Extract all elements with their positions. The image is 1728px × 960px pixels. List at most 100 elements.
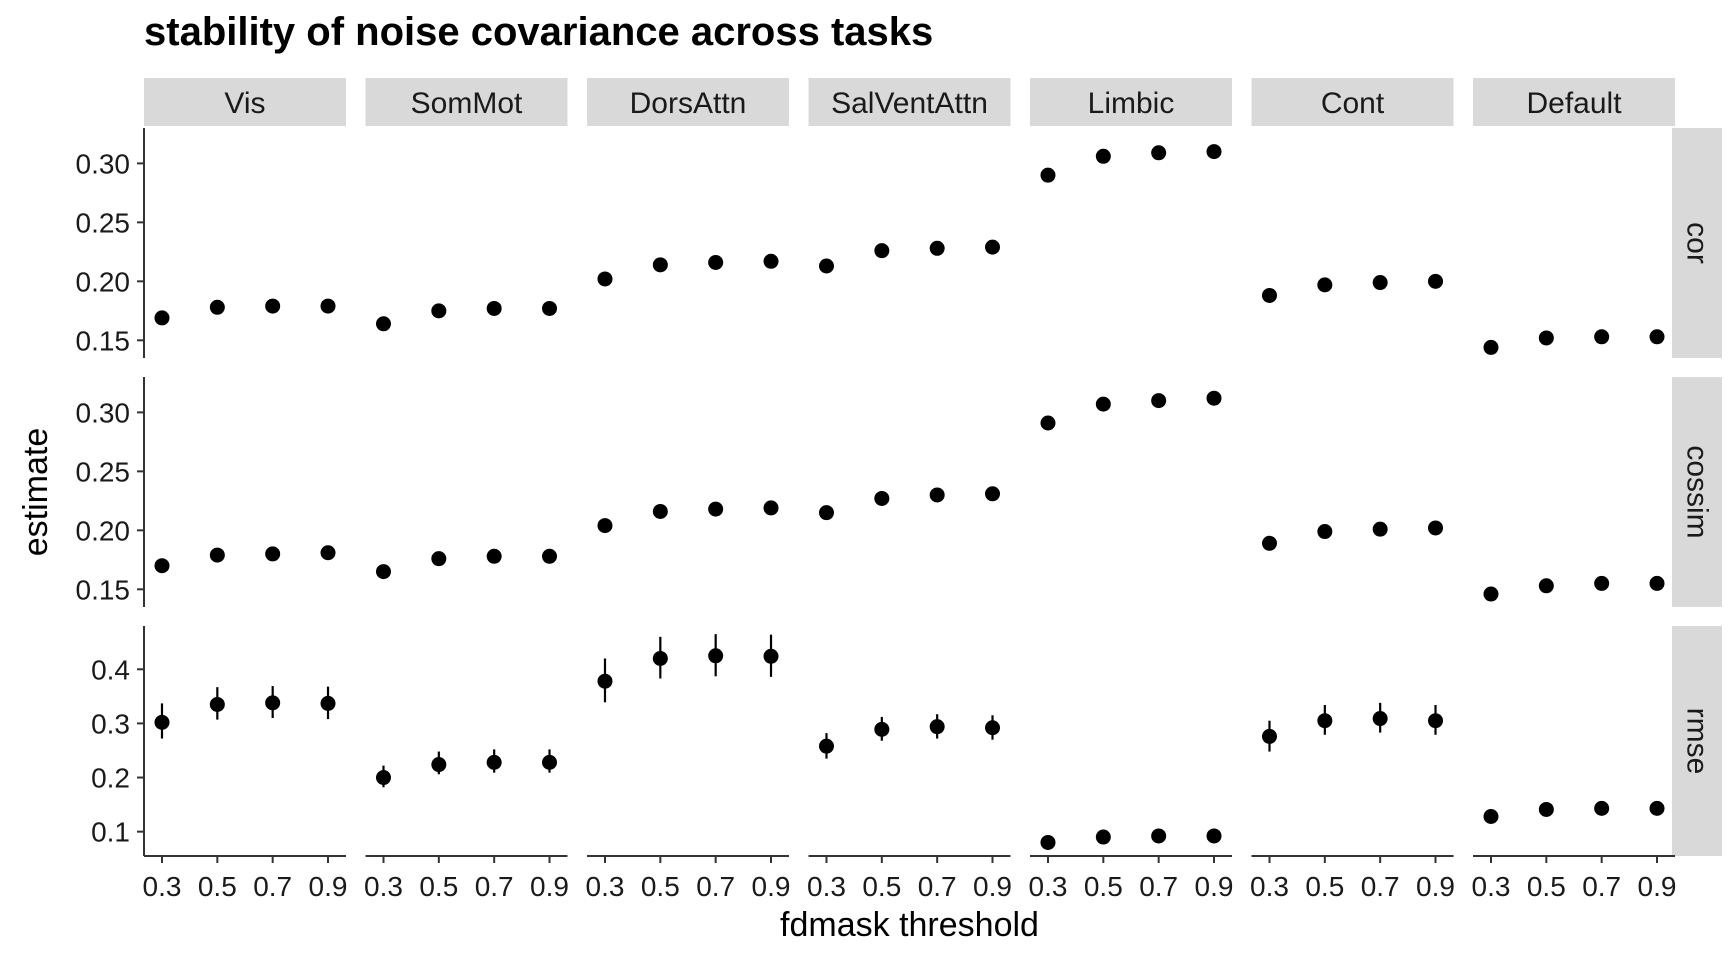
data-point — [597, 518, 613, 534]
y-tick-label: 0.25 — [76, 456, 131, 487]
chart-title: stability of noise covariance across tas… — [144, 10, 934, 54]
data-point — [375, 564, 391, 580]
facet-strip-Vis: Vis — [144, 78, 346, 126]
data-point — [1317, 277, 1333, 293]
facet-strip-label: Cont — [1321, 87, 1385, 120]
data-point — [1538, 801, 1554, 817]
data-point — [1151, 393, 1167, 409]
facet-strip-Cont: Cont — [1251, 78, 1454, 126]
x-tick-label: 0.3 — [364, 871, 403, 902]
data-point — [1261, 728, 1277, 744]
facet-strip-label: SalVentAttn — [831, 87, 988, 120]
x-tick-label: 0.7 — [253, 871, 292, 902]
x-tick-label: 0.7 — [918, 871, 957, 902]
data-point — [1151, 828, 1167, 844]
facet-strip-bg — [587, 78, 789, 126]
y-tick-label: 0.2 — [91, 763, 130, 794]
data-point — [929, 240, 945, 256]
facet-strip-DorsAttn: DorsAttn — [587, 78, 789, 126]
panel-cor-Cont — [1261, 273, 1444, 303]
panel-cossim-Limbic — [1040, 390, 1222, 431]
y-tick-label: 0.15 — [76, 574, 131, 605]
facet-strip-bg — [1251, 78, 1454, 126]
data-point — [1206, 828, 1222, 844]
facet-strip-label: SomMot — [411, 87, 523, 120]
facet-strip-bg — [1030, 78, 1232, 126]
data-point — [1372, 275, 1388, 291]
data-point — [431, 757, 447, 773]
x-tick-label: 0.3 — [1029, 871, 1068, 902]
row-strip-cossim: cossim — [1672, 377, 1722, 607]
x-tick-label: 0.7 — [1139, 871, 1178, 902]
data-point — [154, 558, 170, 574]
x-tick-label: 0.3 — [586, 871, 625, 902]
data-point — [1151, 145, 1167, 161]
panel-cossim-Default — [1483, 575, 1665, 602]
x-tick-label: 0.3 — [807, 871, 846, 902]
row-strip-label: cor — [1681, 222, 1714, 264]
x-tick-label: 0.5 — [198, 871, 237, 902]
panel-rmse-DorsAttn — [597, 634, 779, 703]
y-tick-label: 0.1 — [91, 817, 130, 848]
facet-strip-bg — [808, 78, 1011, 126]
data-point — [818, 505, 834, 521]
x-tick-label: 0.9 — [1416, 871, 1455, 902]
x-tick-label: 0.7 — [1582, 871, 1621, 902]
data-point — [1372, 711, 1388, 727]
panel-cor-SalVentAttn — [818, 239, 1001, 274]
data-point — [1649, 329, 1665, 345]
panel-rmse-Default — [1483, 800, 1665, 824]
x-tick-label: 0.9 — [530, 871, 569, 902]
data-point — [209, 299, 225, 315]
x-tick-label: 0.5 — [862, 871, 901, 902]
data-point — [1594, 329, 1610, 345]
data-point — [1040, 834, 1056, 850]
panel-cor-Limbic — [1040, 144, 1222, 183]
data-point — [929, 487, 945, 503]
facet-strip-bg — [365, 78, 568, 126]
data-point — [1261, 535, 1277, 551]
y-tick-label: 0.4 — [91, 654, 130, 685]
panel-cossim-SalVentAttn — [818, 486, 1001, 521]
facet-strip-SomMot: SomMot — [365, 78, 568, 126]
x-tick-label: 0.5 — [1527, 871, 1566, 902]
data-point — [1095, 829, 1111, 845]
panel-rmse-SalVentAttn — [818, 714, 1001, 759]
data-point — [874, 243, 890, 259]
data-point — [597, 271, 613, 287]
panel-cossim-Cont — [1261, 520, 1444, 551]
panel-cor-Vis — [154, 298, 336, 326]
x-tick-label: 0.5 — [641, 871, 680, 902]
data-point — [1649, 800, 1665, 816]
panel-cor-Default — [1483, 329, 1665, 355]
data-point — [375, 770, 391, 786]
y-tick-label: 0.20 — [76, 515, 131, 546]
data-point — [1649, 575, 1665, 591]
x-tick-label: 0.9 — [973, 871, 1012, 902]
data-point — [1317, 524, 1333, 540]
facet-strip-label: Vis — [224, 87, 265, 120]
data-point — [1261, 287, 1277, 303]
facet-strip-label: DorsAttn — [630, 87, 747, 120]
panel-cor-DorsAttn — [597, 253, 779, 287]
x-axis-title: fdmask threshold — [780, 906, 1039, 944]
facet-strip-Default: Default — [1473, 78, 1675, 126]
panel-cossim-Vis — [154, 545, 336, 574]
data-point — [1483, 808, 1499, 824]
data-point — [431, 303, 447, 319]
row-strip-label: rmse — [1681, 708, 1714, 775]
data-point — [486, 548, 502, 564]
data-point — [1428, 713, 1444, 729]
data-point — [1040, 415, 1056, 431]
data-point — [1428, 273, 1444, 289]
data-point — [763, 253, 779, 269]
data-point — [154, 310, 170, 326]
data-point — [1317, 713, 1333, 729]
data-point — [985, 720, 1001, 736]
x-tick-label: 0.5 — [419, 871, 458, 902]
data-point — [1095, 396, 1111, 412]
row-strip-cor: cor — [1672, 128, 1722, 358]
y-tick-label: 0.3 — [91, 708, 130, 739]
